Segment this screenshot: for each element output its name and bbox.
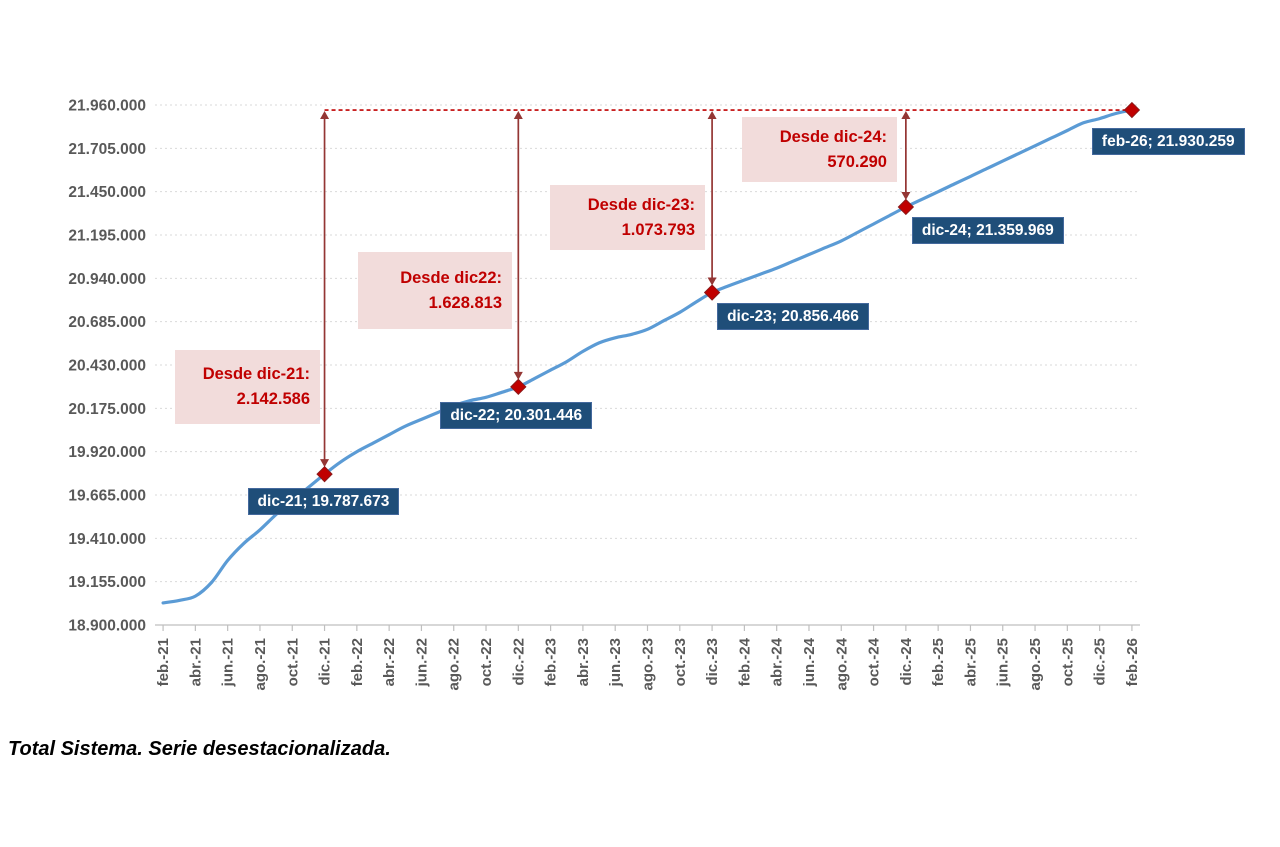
annotation-title: Desde dic-24: (779, 127, 887, 146)
delta-arrow-head-down (707, 277, 717, 286)
delta-arrow-head-down (513, 371, 523, 380)
point-label: dic-23; 20.856.466 (717, 302, 869, 330)
y-tick-label: 21.705.000 (68, 141, 146, 158)
x-tick-label: jun.-21 (220, 638, 237, 687)
x-tick-label: feb.-21 (155, 638, 172, 686)
annotation-box: Desde dic-24: 570.290 (742, 117, 897, 182)
x-tick-label: feb.-22 (349, 638, 366, 686)
x-tick-label: feb.-23 (543, 638, 560, 686)
y-tick-label: 21.450.000 (68, 184, 146, 201)
delta-arrow-head-down (901, 191, 911, 200)
delta-arrow-head-down (320, 459, 330, 468)
annotation-title: Desde dic22: (400, 268, 502, 287)
x-tick-label: dic.-21 (317, 638, 334, 686)
annotation-title: Desde dic-21: (202, 365, 310, 383)
point-label: dic-21; 19.787.673 (247, 488, 400, 516)
x-tick-label: feb.-24 (736, 637, 753, 686)
annotation-value: 1.073.793 (621, 220, 695, 239)
y-tick-label: 21.960.000 (68, 98, 146, 115)
chart-caption: Total Sistema. Serie desestacionalizada. (8, 738, 391, 760)
annotation-box: Desde dic-21: 2.142.586 (175, 350, 320, 424)
x-tick-label: jun.-23 (607, 638, 624, 687)
x-tick-label: ago.-23 (640, 638, 657, 691)
x-tick-label: oct.-21 (284, 638, 301, 686)
x-tick-label: abr.-22 (381, 638, 398, 686)
y-tick-label: 20.175.000 (68, 401, 146, 418)
x-tick-label: feb.-26 (1124, 638, 1141, 686)
annotation-box: Desde dic22: 1.628.813 (358, 252, 512, 329)
x-tick-label: jun.-22 (413, 638, 430, 687)
x-tick-label: ago.-21 (252, 638, 269, 691)
y-tick-label: 20.430.000 (68, 358, 146, 375)
y-tick-label: 19.920.000 (68, 444, 146, 461)
data-point-diamond (897, 198, 915, 216)
x-tick-label: dic.-25 (1092, 638, 1109, 686)
x-tick-label: feb.-25 (930, 638, 947, 686)
x-tick-label: dic.-23 (704, 638, 721, 686)
x-tick-label: abr.-25 (962, 638, 979, 686)
point-label: dic-24; 21.359.969 (911, 216, 1064, 244)
y-tick-label: 19.665.000 (68, 488, 146, 505)
annotation-box: Desde dic-23: 1.073.793 (550, 185, 705, 250)
x-tick-label: oct.-22 (478, 638, 495, 686)
x-tick-label: ago.-25 (1027, 638, 1044, 691)
data-point-diamond (1123, 101, 1141, 119)
x-tick-label: jun.-25 (995, 638, 1012, 687)
annotation-value: 570.290 (827, 152, 887, 171)
delta-arrow-head-up (513, 111, 523, 120)
x-tick-label: abr.-24 (769, 637, 786, 686)
x-tick-label: abr.-21 (187, 638, 204, 686)
y-tick-label: 20.685.000 (68, 314, 146, 331)
point-label: dic-22; 20.301.446 (440, 401, 593, 429)
annotation-value: 2.142.586 (236, 390, 310, 408)
annotation-title: Desde dic-23: (587, 195, 695, 214)
data-point-diamond (510, 378, 527, 396)
y-tick-label: 18.900.000 (68, 618, 146, 635)
x-tick-label: abr.-23 (575, 638, 592, 686)
delta-arrow-head-up (320, 111, 330, 120)
x-tick-label: jun.-24 (801, 637, 818, 687)
x-tick-label: ago.-24 (833, 637, 850, 690)
y-tick-label: 19.155.000 (68, 574, 146, 591)
y-tick-label: 20.940.000 (68, 271, 146, 288)
y-tick-label: 19.410.000 (68, 531, 146, 548)
data-point-diamond (316, 465, 333, 483)
x-tick-label: oct.-23 (672, 638, 689, 686)
x-tick-label: oct.-24 (866, 637, 883, 686)
point-label: feb-26; 21.930.259 (1091, 128, 1245, 156)
delta-arrow-head-up (707, 111, 717, 120)
data-point-diamond (703, 284, 721, 301)
x-tick-label: dic.-22 (510, 638, 527, 686)
x-tick-label: oct.-25 (1059, 638, 1076, 686)
delta-arrow-head-up (901, 111, 911, 120)
x-tick-label: ago.-22 (446, 638, 463, 691)
y-tick-label: 21.195.000 (68, 228, 146, 245)
x-tick-label: dic.-24 (898, 637, 915, 685)
annotation-value: 1.628.813 (428, 293, 502, 312)
